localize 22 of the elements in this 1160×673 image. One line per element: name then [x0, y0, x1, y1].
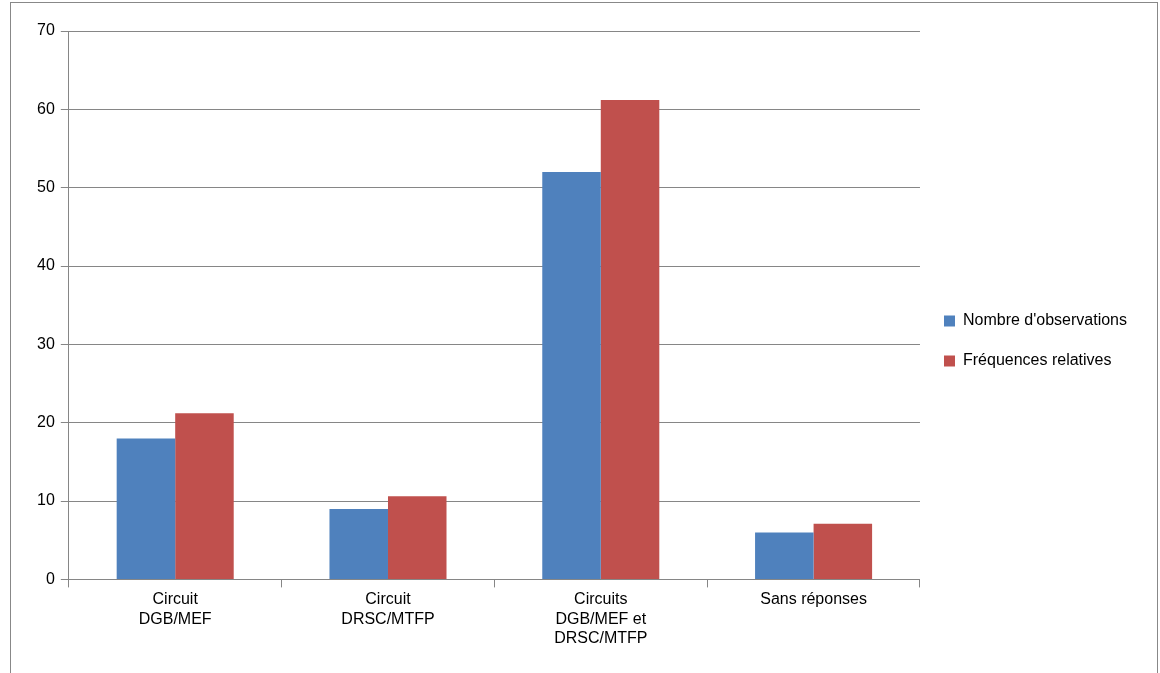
bar — [755, 532, 814, 579]
x-tick-label: Sans réponses — [760, 590, 867, 608]
legend-label: Nombre d'observations — [962, 311, 1128, 329]
bar — [542, 172, 601, 579]
y-tick-label: 50 — [37, 178, 55, 196]
bar — [175, 413, 234, 579]
x-tick-label: Circuit DRSC/MTFP — [341, 590, 435, 627]
y-tick-label: 10 — [37, 491, 55, 509]
bar — [600, 99, 660, 579]
bar — [387, 496, 447, 579]
bar — [329, 508, 388, 579]
bar — [813, 523, 873, 579]
legend-label: Fréquences relatives — [962, 351, 1112, 369]
y-tick-label: 70 — [37, 21, 55, 39]
y-tick-label: 60 — [37, 99, 55, 117]
bar — [116, 438, 176, 579]
x-tick-label: Circuits DGB/MEF et DRSC/MTFP — [554, 590, 648, 646]
x-tick-label: Circuit DGB/MEF — [138, 590, 212, 627]
y-tick-label: 0 — [45, 569, 55, 587]
y-tick-label: 20 — [37, 413, 55, 431]
y-tick-label: 40 — [37, 256, 55, 274]
y-tick-label: 30 — [37, 334, 55, 352]
